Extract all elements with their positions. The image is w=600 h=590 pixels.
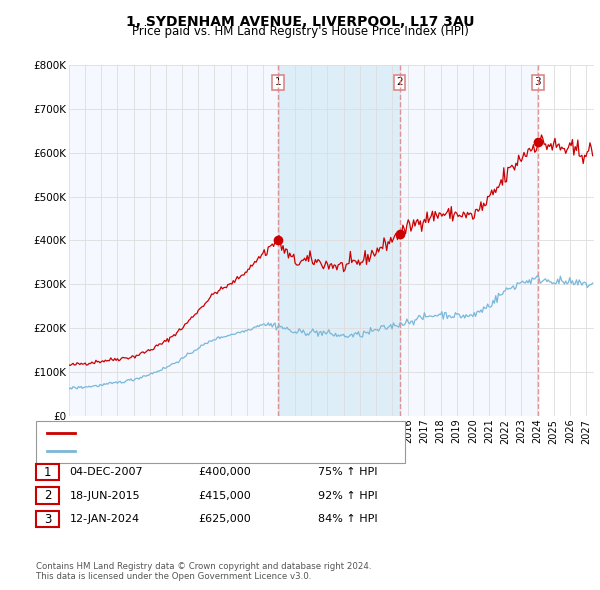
Text: 92% ↑ HPI: 92% ↑ HPI [318, 491, 377, 500]
Text: £415,000: £415,000 [198, 491, 251, 500]
Text: Price paid vs. HM Land Registry's House Price Index (HPI): Price paid vs. HM Land Registry's House … [131, 25, 469, 38]
Bar [278, 65, 400, 416]
Text: 1: 1 [44, 466, 51, 478]
Text: 3: 3 [44, 513, 51, 526]
Text: 12-JAN-2024: 12-JAN-2024 [70, 514, 140, 524]
Text: 04-DEC-2007: 04-DEC-2007 [70, 467, 143, 477]
Text: This data is licensed under the Open Government Licence v3.0.: This data is licensed under the Open Gov… [36, 572, 311, 581]
Text: 84% ↑ HPI: 84% ↑ HPI [318, 514, 377, 524]
Bar [538, 65, 594, 416]
Text: 3: 3 [535, 77, 541, 87]
Text: 1, SYDENHAM AVENUE, LIVERPOOL, L17 3AU (detached house): 1, SYDENHAM AVENUE, LIVERPOOL, L17 3AU (… [80, 428, 394, 438]
Text: £625,000: £625,000 [198, 514, 251, 524]
Text: Contains HM Land Registry data © Crown copyright and database right 2024.: Contains HM Land Registry data © Crown c… [36, 562, 371, 571]
Text: 2: 2 [396, 77, 403, 87]
Text: 2: 2 [44, 489, 51, 502]
Text: 18-JUN-2015: 18-JUN-2015 [70, 491, 140, 500]
Bar [538, 65, 594, 416]
Text: 75% ↑ HPI: 75% ↑ HPI [318, 467, 377, 477]
Text: £400,000: £400,000 [198, 467, 251, 477]
Text: 1: 1 [274, 77, 281, 87]
Text: HPI: Average price, detached house, Liverpool: HPI: Average price, detached house, Live… [80, 446, 310, 456]
Text: 1, SYDENHAM AVENUE, LIVERPOOL, L17 3AU: 1, SYDENHAM AVENUE, LIVERPOOL, L17 3AU [126, 15, 474, 29]
